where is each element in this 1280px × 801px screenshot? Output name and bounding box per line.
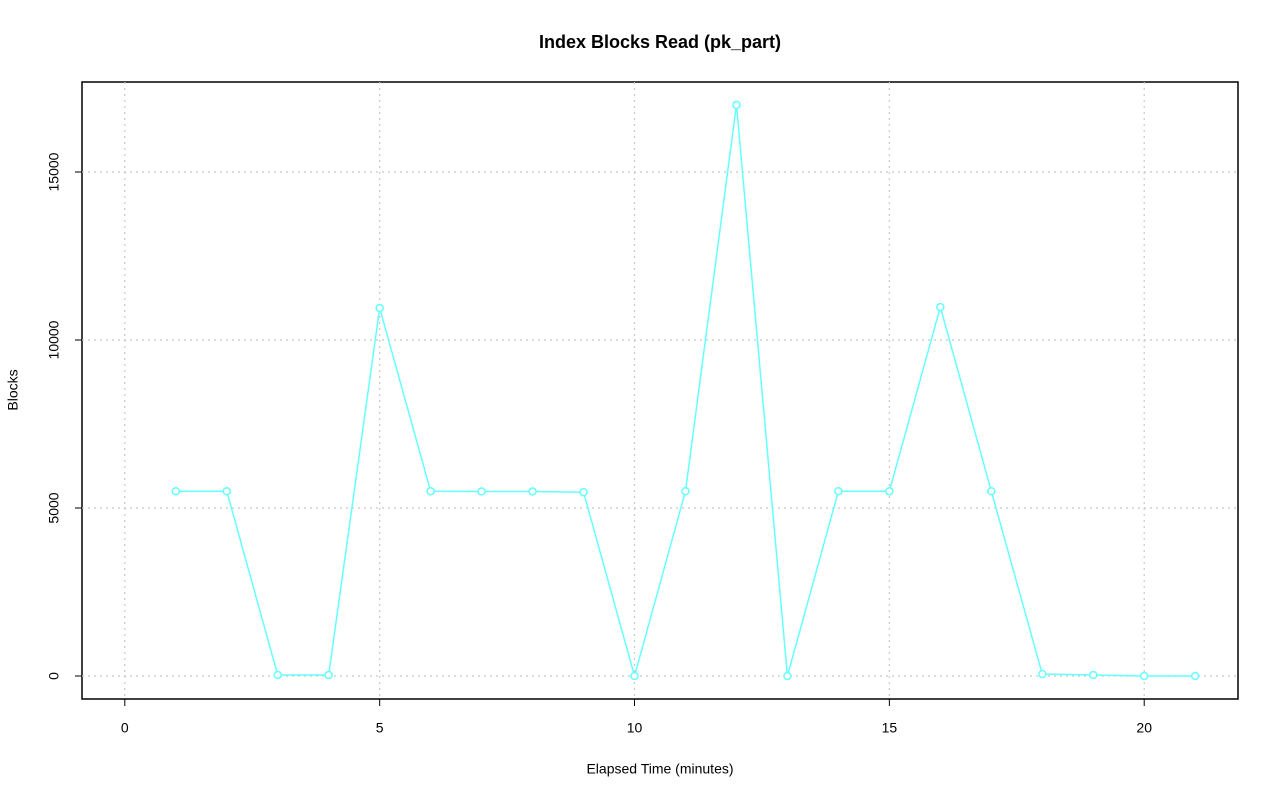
y-tick-label: 5000 bbox=[46, 492, 62, 523]
data-point bbox=[783, 671, 792, 681]
data-point bbox=[477, 487, 486, 496]
data-point bbox=[630, 671, 639, 681]
y-axis-title: Blocks bbox=[5, 369, 21, 410]
data-point bbox=[273, 670, 282, 680]
x-tick-label: 10 bbox=[627, 720, 643, 736]
data-point bbox=[681, 486, 690, 496]
x-axis-title: Elapsed Time (minutes) bbox=[586, 761, 733, 777]
data-point bbox=[222, 486, 232, 496]
data-point bbox=[834, 486, 843, 496]
chart-title: Index Blocks Read (pk_part) bbox=[539, 32, 781, 52]
x-tick-label: 15 bbox=[882, 720, 898, 736]
data-point bbox=[987, 486, 996, 496]
x-tick-label: 5 bbox=[376, 720, 384, 736]
data-point bbox=[1190, 671, 1200, 681]
x-tick-label: 0 bbox=[121, 720, 129, 736]
data-point bbox=[324, 670, 333, 680]
data-point bbox=[732, 100, 741, 110]
data-point bbox=[171, 486, 181, 496]
data-point bbox=[375, 303, 384, 313]
data-point bbox=[1139, 671, 1149, 681]
data-point bbox=[936, 302, 945, 312]
data-point bbox=[528, 487, 537, 496]
data-point bbox=[885, 486, 894, 496]
plot-frame bbox=[81, 81, 1239, 700]
y-tick-label: 0 bbox=[46, 672, 62, 680]
data-point bbox=[579, 487, 588, 497]
x-tick-label: 20 bbox=[1136, 720, 1152, 736]
y-tick-label: 15000 bbox=[46, 152, 62, 191]
data-point bbox=[1038, 669, 1047, 679]
data-line bbox=[175, 104, 1196, 679]
data-point bbox=[426, 486, 435, 496]
data-point bbox=[1088, 670, 1098, 680]
y-tick-label: 10000 bbox=[46, 320, 62, 359]
